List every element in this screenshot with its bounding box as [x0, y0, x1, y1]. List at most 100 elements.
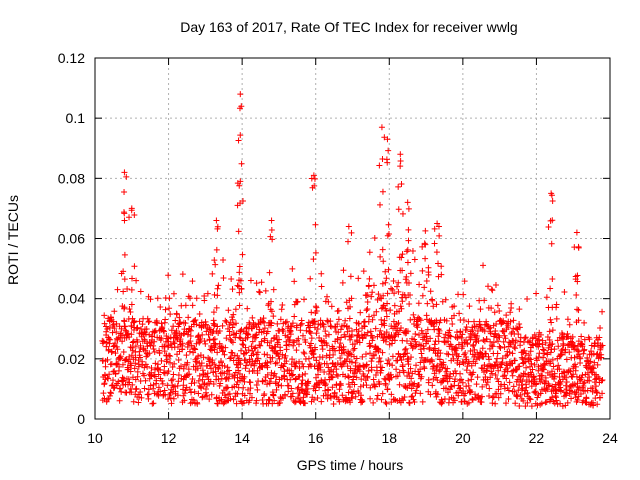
- data-point: [211, 335, 218, 342]
- data-point: [511, 357, 518, 364]
- data-point: [553, 315, 560, 322]
- data-point: [157, 367, 164, 374]
- data-point: [294, 299, 301, 306]
- data-point: [378, 396, 385, 403]
- data-point: [382, 305, 389, 312]
- data-point: [404, 350, 411, 357]
- data-point: [195, 377, 202, 384]
- data-point: [339, 392, 346, 399]
- data-point: [427, 391, 434, 398]
- data-point: [199, 331, 206, 338]
- data-point: [291, 278, 298, 285]
- data-point: [199, 394, 206, 401]
- data-point: [237, 91, 244, 98]
- data-point: [513, 366, 520, 373]
- data-point: [320, 323, 327, 330]
- data-point: [273, 386, 280, 393]
- data-point: [229, 286, 236, 293]
- data-point: [421, 240, 428, 247]
- data-point: [117, 353, 124, 360]
- data-point: [341, 322, 348, 329]
- data-point: [270, 313, 277, 320]
- data-point: [219, 322, 226, 329]
- data-point: [492, 281, 499, 288]
- data-point: [419, 398, 426, 405]
- y-tick-label: 0.04: [58, 291, 85, 307]
- data-point: [204, 370, 211, 377]
- data-point: [548, 240, 555, 247]
- data-point: [155, 384, 162, 391]
- data-point: [549, 327, 556, 334]
- data-point: [290, 342, 297, 349]
- data-point: [184, 359, 191, 366]
- data-point: [547, 349, 554, 356]
- data-point: [574, 272, 581, 279]
- data-point: [492, 372, 499, 379]
- data-point: [423, 277, 430, 284]
- data-point: [291, 399, 298, 406]
- data-point: [481, 297, 488, 304]
- data-point: [511, 343, 518, 350]
- data-point: [384, 290, 391, 297]
- data-point: [367, 395, 374, 402]
- data-point: [164, 356, 171, 363]
- data-point: [386, 360, 393, 367]
- data-point: [247, 385, 254, 392]
- data-point: [301, 296, 308, 303]
- data-point: [159, 377, 166, 384]
- data-point: [483, 336, 490, 343]
- data-point: [235, 137, 242, 144]
- data-point: [148, 339, 155, 346]
- data-point: [480, 262, 487, 269]
- data-point: [540, 346, 547, 353]
- data-point: [232, 306, 239, 313]
- data-point: [196, 339, 203, 346]
- data-point: [451, 397, 458, 404]
- data-point: [407, 316, 414, 323]
- data-point: [227, 395, 234, 402]
- data-point: [169, 363, 176, 370]
- data-point: [346, 325, 353, 332]
- data-point: [417, 366, 424, 373]
- data-point: [120, 268, 127, 275]
- data-point: [524, 399, 531, 406]
- data-point: [239, 251, 246, 258]
- data-point: [395, 183, 402, 190]
- data-point: [348, 295, 355, 302]
- data-point: [574, 347, 581, 354]
- data-point: [150, 400, 157, 407]
- data-point: [324, 293, 331, 300]
- data-point: [146, 350, 153, 357]
- data-point: [365, 318, 372, 325]
- data-point: [335, 316, 342, 323]
- data-point: [496, 343, 503, 350]
- data-point: [420, 343, 427, 350]
- data-point: [207, 378, 214, 385]
- data-point: [492, 400, 499, 407]
- data-point: [496, 334, 503, 341]
- data-point: [540, 361, 547, 368]
- x-tick-label: 18: [381, 430, 397, 446]
- data-point: [184, 343, 191, 350]
- data-point: [444, 365, 451, 372]
- data-point: [334, 372, 341, 379]
- data-point: [179, 271, 186, 278]
- data-point: [370, 282, 377, 289]
- data-point: [264, 339, 271, 346]
- data-point: [360, 372, 367, 379]
- data-point: [235, 283, 242, 290]
- data-point: [599, 390, 606, 397]
- data-point: [485, 283, 492, 290]
- data-point: [359, 353, 366, 360]
- data-point: [204, 373, 211, 380]
- data-point: [367, 384, 374, 391]
- data-point: [177, 336, 184, 343]
- data-point: [549, 304, 556, 311]
- data-point: [459, 331, 466, 338]
- data-point: [171, 360, 178, 367]
- data-point: [120, 209, 127, 216]
- data-point: [270, 392, 277, 399]
- data-point: [545, 224, 552, 231]
- data-point: [331, 389, 338, 396]
- data-point: [430, 303, 437, 310]
